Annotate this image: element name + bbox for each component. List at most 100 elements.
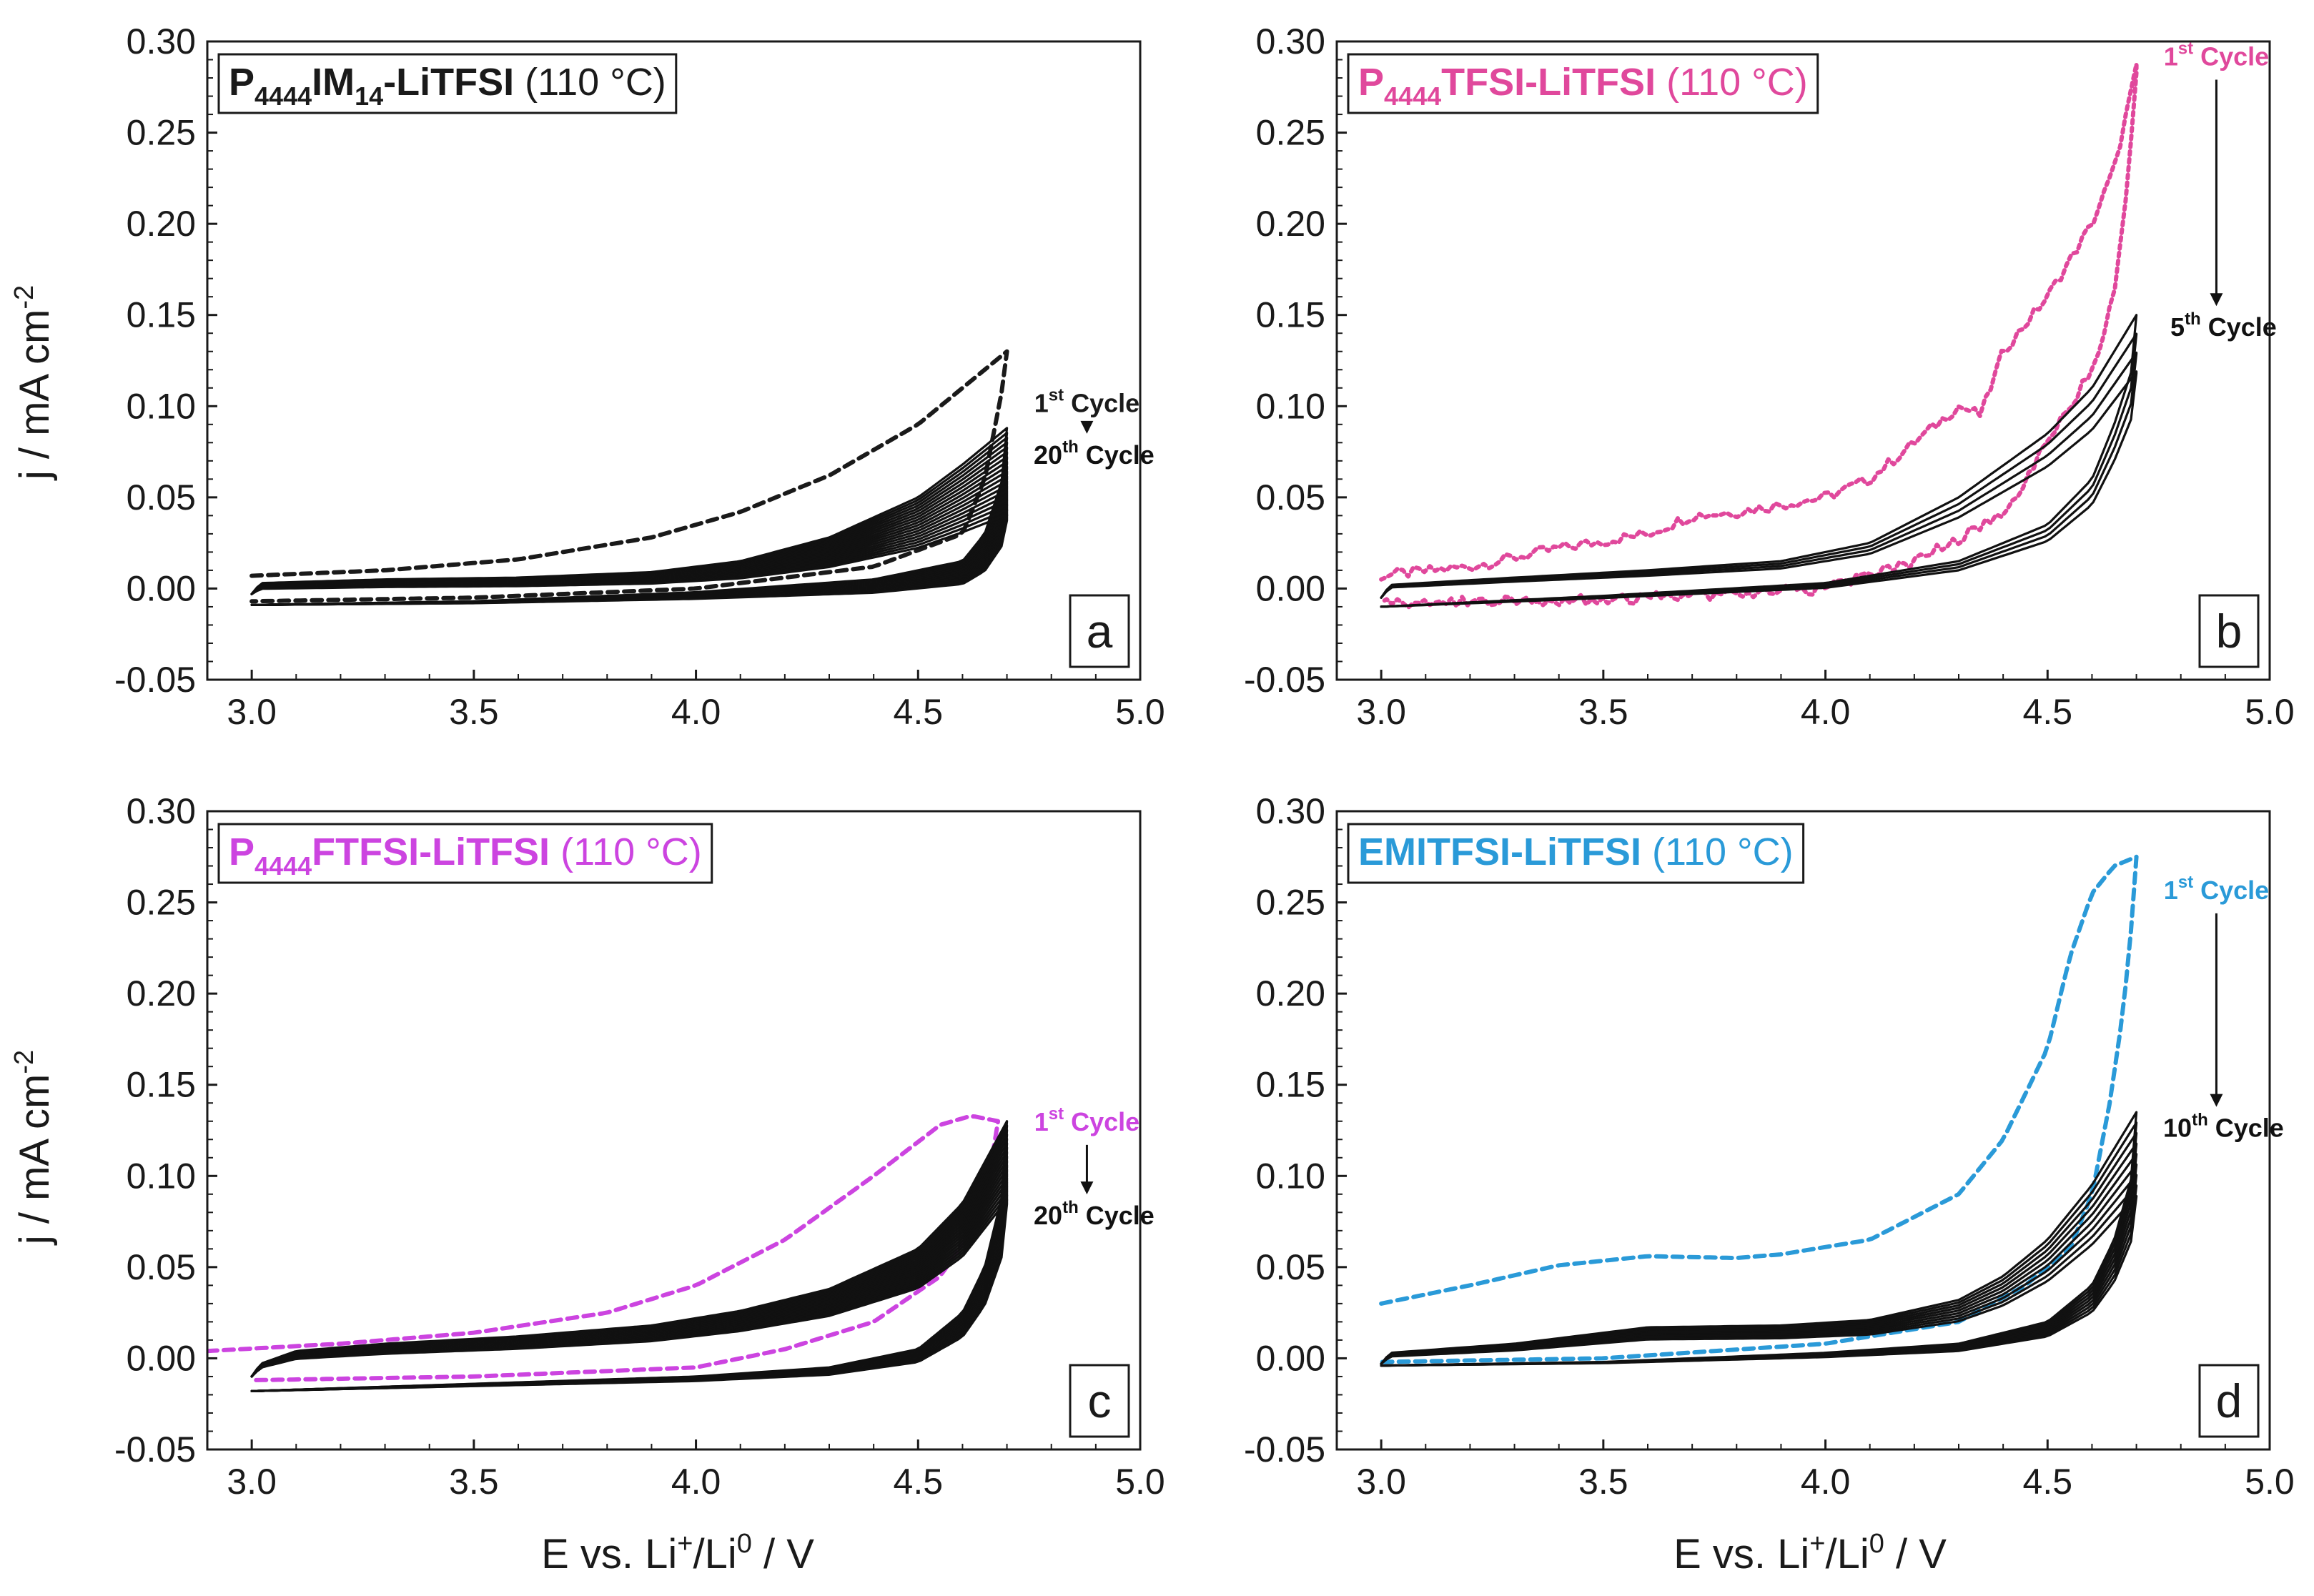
y-axis-title-text-top: j / mA cm: [11, 309, 58, 481]
panel-letter: d: [2216, 1374, 2243, 1427]
x-axis-title-part: E vs. Li: [1673, 1531, 1809, 1577]
panel-title-part: FTFSI-LiTFSI: [312, 831, 550, 873]
y-tick-label: 0.10: [127, 1156, 196, 1196]
y-tick-label: 0.00: [1256, 568, 1325, 608]
cycle-arrow-head: [2210, 1094, 2223, 1107]
x-tick-label: 3.0: [1356, 692, 1406, 732]
cycle-word: Cycle: [1079, 440, 1154, 470]
cycle-word: Cycle: [1064, 388, 1139, 417]
first-cycle-curve: [1379, 61, 2139, 610]
plot-frame: [206, 40, 1142, 681]
panel-letter-box: [1069, 594, 1130, 668]
x-axis-title-sup: 0: [1869, 1529, 1884, 1559]
first-cycle-label: 1st Cycle: [1034, 385, 1139, 417]
panel-title-part: 14: [355, 81, 383, 111]
cycle-ordinal: st: [2178, 39, 2193, 59]
plot-area: [249, 349, 1009, 606]
panel-letter-box: [1069, 1364, 1130, 1438]
panel-d: -0.05 0.00 0.05 0.10 0.15 0.20 0.25 0.30 3.0 3.5 4…: [1244, 791, 2295, 1502]
x-tick-label: 4.5: [2023, 1462, 2073, 1502]
first-cycle-label: 1st Cycle: [2164, 873, 2269, 905]
plot-frame: [206, 810, 1142, 1451]
cycle-ordinal: th: [1062, 437, 1079, 457]
panel-letter: a: [1087, 605, 1113, 658]
x-tick-label: 4.0: [671, 1462, 721, 1502]
y-tick-label: 0.30: [127, 21, 196, 61]
plot-frame: [1335, 40, 2271, 681]
x-tick-label: 4.5: [894, 1462, 944, 1502]
cycle-ordinal: th: [2185, 309, 2201, 329]
y-tick-label: 0.30: [1256, 791, 1325, 831]
panel-title-part: (110 °C): [1656, 61, 1808, 104]
y-tick-label: 0.15: [127, 1065, 196, 1105]
cycle-number: 5: [2170, 312, 2185, 342]
first-cycle-curve: [207, 1114, 1001, 1382]
x-axis-title-sup: 0: [737, 1529, 752, 1559]
first-cycle-label: 1st Cycle: [2164, 39, 2269, 71]
y-tick-label: 0.25: [127, 113, 196, 153]
y-tick-label: 0.05: [1256, 1247, 1325, 1287]
y-tick-label: 0.25: [1256, 113, 1325, 153]
y-axis-title-text-bottom: j / mA cm: [11, 1074, 58, 1246]
cycle-number: 1: [1034, 388, 1049, 417]
panel-title-part: IM: [312, 61, 355, 104]
cycle-number: 1: [2164, 42, 2178, 71]
x-tick-label: 4.5: [894, 692, 944, 732]
panel-title-part: P: [229, 831, 254, 873]
cycle-ordinal: st: [1049, 1104, 1064, 1124]
panel-title-part: P: [1358, 61, 1384, 104]
first-cycle-curve: [1379, 854, 2139, 1364]
panel-title-box: P4444TFSI-LiTFSI (110 °C): [1347, 53, 1819, 114]
last-cycle-label: 5th Cycle: [2170, 309, 2277, 342]
y-tick-label: 0.05: [1256, 477, 1325, 517]
y-tick-label: 0.20: [127, 204, 196, 244]
y-tick-label: 0.20: [1256, 204, 1325, 244]
panel-title: P4444IM14-LiTFSI (110 °C): [229, 61, 666, 111]
x-tick-label: 4.0: [671, 692, 721, 732]
panel-title-border: [1347, 823, 1805, 884]
panel-b: -0.05 0.00 0.05 0.10 0.15 0.20 0.25 0.30 3.0 3.5 4…: [1244, 21, 2295, 732]
cycle-word: Cycle: [1064, 1107, 1139, 1136]
plot-frame: [1335, 810, 2271, 1451]
panel-title: P4444TFSI-LiTFSI (110 °C): [1358, 61, 1808, 111]
last-cycle-label: 10th Cycle: [2163, 1111, 2284, 1143]
last-cycle-label: 20th Cycle: [1034, 1198, 1154, 1230]
panel-title: EMITFSI-LiTFSI (110 °C): [1358, 831, 1794, 873]
panel-title-part: 4444: [1384, 81, 1441, 111]
x-axis-title-right: E vs. Li+/Li0 / V: [1673, 1529, 1947, 1577]
y-tick-label: -0.05: [1244, 1429, 1325, 1469]
cycle-word: Cycle: [2208, 1114, 2284, 1143]
y-tick-label: 0.20: [1256, 973, 1325, 1013]
panel-title-part: (110 °C): [1641, 831, 1794, 873]
cycle-arrow-head: [1080, 420, 1094, 434]
y-tick-label: 0.10: [127, 386, 196, 426]
panel-title-part: -LiTFSI: [383, 61, 514, 104]
x-tick-label: 3.5: [449, 692, 499, 732]
x-axis-title-part: /Li: [693, 1531, 736, 1577]
cycle-curve: [250, 513, 1009, 606]
y-axis-title-top: j / mA cm-2: [9, 285, 58, 481]
x-axis-title-left: E vs. Li+/Li0 / V: [541, 1529, 814, 1577]
y-tick-label: -0.05: [1244, 660, 1325, 700]
panel-title: P4444FTFSI-LiTFSI (110 °C): [229, 831, 702, 881]
cycle-curve: [1380, 1194, 2138, 1367]
panel-title-part: (110 °C): [514, 61, 666, 104]
last-cycle-label: 20th Cycle: [1034, 437, 1154, 470]
panel-a: -0.05 0.00 0.05 0.10 0.15 0.20 0.25 0.30 3.0 3.5 4…: [114, 21, 1165, 732]
y-tick-label: 0.15: [127, 295, 196, 335]
x-tick-label: 4.0: [1801, 692, 1851, 732]
panel-c: -0.05 0.00 0.05 0.10 0.15 0.20 0.25 0.30 3.0 3.5 4…: [114, 791, 1165, 1502]
panel-title-part: 4444: [254, 851, 312, 881]
y-axis-title-sup-bottom: -2: [9, 1050, 39, 1074]
panel-title-part: P: [229, 61, 254, 104]
cycle-arrow-head: [2210, 293, 2223, 307]
cycle-curve: [250, 1199, 1009, 1392]
panel-title-border: [1347, 53, 1819, 114]
y-tick-label: 0.05: [127, 1247, 196, 1287]
cycle-ordinal: th: [2192, 1111, 2208, 1130]
y-axis-title-bottom: j / mA cm-2: [9, 1050, 58, 1246]
x-tick-label: 5.0: [2245, 692, 2295, 732]
plot-area: [207, 1114, 1009, 1392]
y-tick-label: -0.05: [114, 660, 196, 700]
x-axis-title-part: / V: [1884, 1531, 1947, 1577]
